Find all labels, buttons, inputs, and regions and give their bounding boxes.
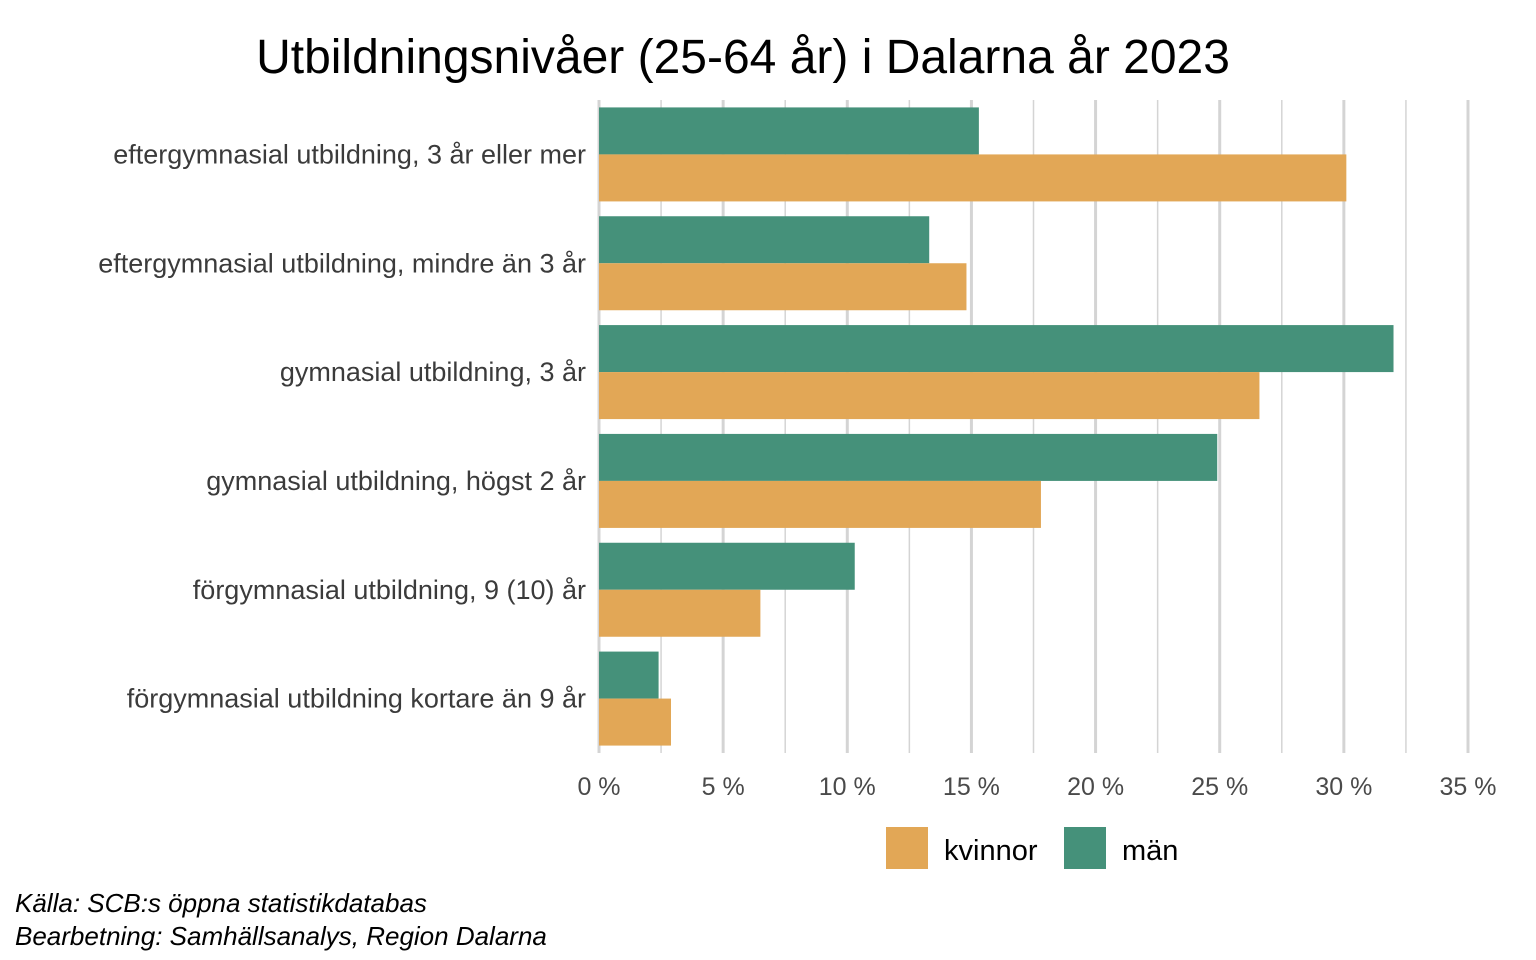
grid-lines [597, 100, 1470, 753]
caption-source: Källa: SCB:s öppna statistikdatabas [15, 888, 427, 918]
bar-kvinnor-3 [599, 480, 1041, 528]
legend: kvinnor män [886, 827, 1178, 869]
legend-label-kvinnor: kvinnor [944, 835, 1038, 867]
x-tick-label: 5 % [702, 773, 745, 801]
bars [599, 107, 1394, 746]
x-tick-label: 0 % [577, 773, 620, 801]
category-labels: eftergymnasial utbildning, 3 år eller me… [98, 139, 586, 713]
category-label: eftergymnasial utbildning, 3 år eller me… [113, 139, 586, 169]
category-label: förgymnasial utbildning kortare än 9 år [127, 684, 586, 714]
x-tick-label: 35 % [1440, 773, 1497, 801]
bar-kvinnor-0 [599, 154, 1347, 202]
x-tick-label: 10 % [819, 773, 876, 801]
legend-label-man: män [1122, 835, 1178, 867]
category-label: förgymnasial utbildning, 9 (10) år [193, 575, 586, 605]
x-tick-label: 30 % [1315, 773, 1372, 801]
bar-kvinnor-5 [599, 698, 672, 746]
caption-processing: Bearbetning: Samhällsanalys, Region Dala… [15, 921, 547, 951]
legend-swatch-man [1064, 827, 1106, 869]
x-axis-tick-labels: 0 % 5 % 10 % 15 % 20 % 25 % 30 % 35 % [577, 773, 1496, 801]
bar-man-4 [599, 542, 855, 590]
x-tick-label: 25 % [1191, 773, 1248, 801]
bar-man-2 [599, 325, 1394, 373]
chart-title: Utbildningsnivåer (25-64 år) i Dalarna å… [256, 31, 1230, 84]
bar-kvinnor-1 [599, 263, 967, 311]
x-tick-label: 20 % [1067, 773, 1124, 801]
bar-man-5 [599, 651, 659, 699]
bar-man-1 [599, 216, 930, 264]
bar-man-3 [599, 433, 1218, 481]
legend-swatch-kvinnor [886, 827, 928, 869]
bar-kvinnor-4 [599, 589, 761, 637]
x-tick-label: 15 % [943, 773, 1000, 801]
category-label: eftergymnasial utbildning, mindre än 3 å… [98, 248, 586, 278]
bar-kvinnor-2 [599, 372, 1260, 420]
category-label: gymnasial utbildning, högst 2 år [206, 466, 586, 496]
category-label: gymnasial utbildning, 3 år [280, 357, 586, 387]
bar-man-0 [599, 107, 979, 155]
